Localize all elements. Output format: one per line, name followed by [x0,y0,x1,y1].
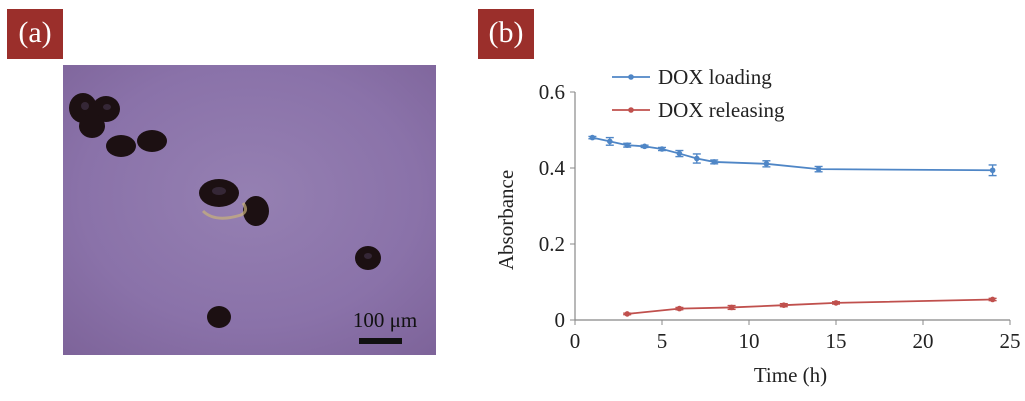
data-point [989,296,996,303]
legend-label: DOX loading [658,65,772,89]
legend-marker [628,74,634,80]
y-tick-label: 0 [555,308,566,332]
series-line [627,298,993,315]
scale-bar-label: 100 μm [353,308,417,332]
data-point [607,138,613,145]
panel-b-tag: (b) [478,9,534,59]
bead [207,306,231,328]
y-axis-label: Absorbance [494,170,518,270]
data-point [659,146,665,152]
bead [79,114,105,138]
data-point [815,166,822,172]
y-tick-label: 0.6 [539,80,565,104]
x-tick-label: 10 [739,329,760,353]
micrograph-image: 100 μm [63,65,436,355]
data-point [728,304,735,311]
data-point [694,155,700,162]
legend-marker [628,107,634,113]
series-line [592,136,993,172]
beads [69,93,381,328]
halo [201,202,248,220]
bead [137,130,167,152]
data-point [624,311,630,317]
data-point [989,167,996,174]
x-tick-label: 15 [826,329,847,353]
y-tick-label: 0.4 [539,156,566,180]
data-point [624,142,630,148]
data-point [589,134,596,141]
data-point [641,143,648,150]
absorbance-chart: 0 5 10 15 20 25 0 0.2 0.4 0.6 Time (h) Absorbance DO… [494,65,1021,387]
x-tick-label: 0 [570,329,581,353]
y-tick-label: 0.2 [539,232,565,256]
x-tick-label: 25 [1000,329,1021,353]
data-point [763,161,770,167]
bead [106,135,136,157]
panel-a-tag: (a) [7,9,63,59]
bead [243,196,269,226]
x-axis-label: Time (h) [754,363,827,387]
legend-label: DOX releasing [658,98,785,122]
data-point [676,150,683,157]
x-tick-label: 5 [657,329,668,353]
data-point [833,300,839,306]
data-point [676,305,683,312]
data-point [711,159,717,165]
x-tick-label: 20 [913,329,934,353]
scale-bar [359,338,402,344]
data-point [781,302,787,308]
